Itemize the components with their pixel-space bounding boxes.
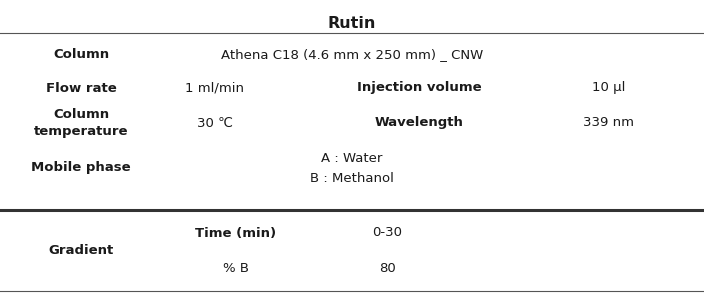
Text: Injection volume: Injection volume	[356, 82, 482, 94]
Text: Flow rate: Flow rate	[46, 82, 116, 94]
Text: Gradient: Gradient	[49, 243, 113, 257]
Text: 1 ml/min: 1 ml/min	[185, 82, 244, 94]
Text: A : Water
B : Methanol: A : Water B : Methanol	[310, 152, 394, 184]
Text: % B: % B	[223, 262, 249, 274]
Text: 0-30: 0-30	[372, 227, 402, 239]
Text: Column: Column	[53, 48, 109, 62]
Text: Athena C18 (4.6 mm x 250 mm) _ CNW: Athena C18 (4.6 mm x 250 mm) _ CNW	[221, 48, 483, 62]
Text: 80: 80	[379, 262, 396, 274]
Text: 339 nm: 339 nm	[584, 117, 634, 129]
Text: 30 ℃: 30 ℃	[196, 117, 233, 129]
Text: Mobile phase: Mobile phase	[31, 161, 131, 175]
Text: 10 μl: 10 μl	[592, 82, 626, 94]
Text: Wavelength: Wavelength	[375, 117, 463, 129]
Text: Column
temperature: Column temperature	[34, 108, 128, 138]
Text: Time (min): Time (min)	[195, 227, 277, 239]
Text: Rutin: Rutin	[328, 16, 376, 31]
